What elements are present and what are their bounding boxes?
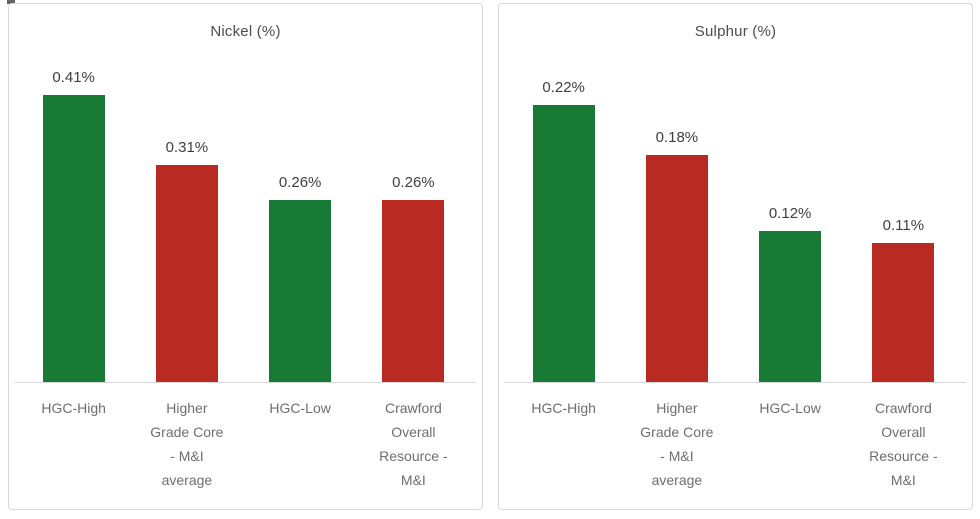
bar-value-label: 0.26% [392, 174, 435, 191]
category-label: HGC-Low [269, 400, 331, 416]
screenshot-edge-artifact [7, 0, 15, 4]
bar-column: 0.12% [734, 67, 847, 382]
bar-value-label: 0.31% [165, 139, 209, 156]
sulphur-x-axis-line [505, 382, 966, 383]
bar-value-label: 0.11% [882, 217, 925, 234]
bar-column: 0.31% [130, 67, 243, 382]
bar-value-label: 0.26% [278, 174, 322, 191]
sulphur-chart-title: Sulphur (%) [694, 23, 777, 40]
nickel-category-labels: HGC-High Higher Grade Core - M&I average H… [17, 396, 470, 492]
category-label: HGC-High [531, 400, 596, 416]
category-label: Higher Grade Core - M&I average [640, 400, 714, 488]
sulphur-category-labels: HGC-High Higher Grade Core - M&I average H… [507, 396, 960, 492]
bar [759, 231, 822, 382]
nickel-chart-title: Nickel (%) [210, 23, 281, 40]
bar-value-label: 0.22% [542, 79, 585, 96]
bar [872, 243, 935, 382]
bar [382, 200, 445, 382]
category-label: HGC-High [41, 400, 106, 416]
bar-column: 0.22% [507, 67, 620, 382]
bar-value-label: 0.41% [52, 69, 95, 86]
category-label: Crawford Overall Resource - M&I [379, 400, 448, 488]
bar-column: 0.18% [620, 67, 733, 382]
sulphur-plot-area: 0.22% 0.18% 0.12% 0.11% [507, 67, 960, 382]
bar-value-label: 0.12% [768, 205, 812, 222]
sulphur-chart-panel: Sulphur (%) 0.22% 0.18% 0.12% 0.11% HGC-Hig… [498, 3, 973, 510]
bar-column: 0.11% [847, 67, 960, 382]
bar-column: 0.26% [244, 67, 357, 382]
bar [42, 95, 105, 382]
nickel-chart-panel: Nickel (%) 0.41% 0.31% 0.26% 0.26% HGC-High… [8, 3, 483, 510]
nickel-plot-area: 0.41% 0.31% 0.26% 0.26% [17, 67, 470, 382]
category-label: Crawford Overall Resource - M&I [869, 400, 938, 488]
bar [645, 155, 708, 382]
category-label: HGC-Low [759, 400, 821, 416]
nickel-x-axis-line [15, 382, 476, 383]
bar-value-label: 0.18% [655, 129, 699, 146]
bar-column: 0.26% [357, 67, 470, 382]
bar [532, 105, 595, 382]
category-label: Higher Grade Core - M&I average [150, 400, 224, 488]
bar [155, 165, 218, 382]
charts-row: Nickel (%) 0.41% 0.31% 0.26% 0.26% HGC-High… [8, 3, 973, 510]
bar [269, 200, 332, 382]
bar-column: 0.41% [17, 67, 130, 382]
